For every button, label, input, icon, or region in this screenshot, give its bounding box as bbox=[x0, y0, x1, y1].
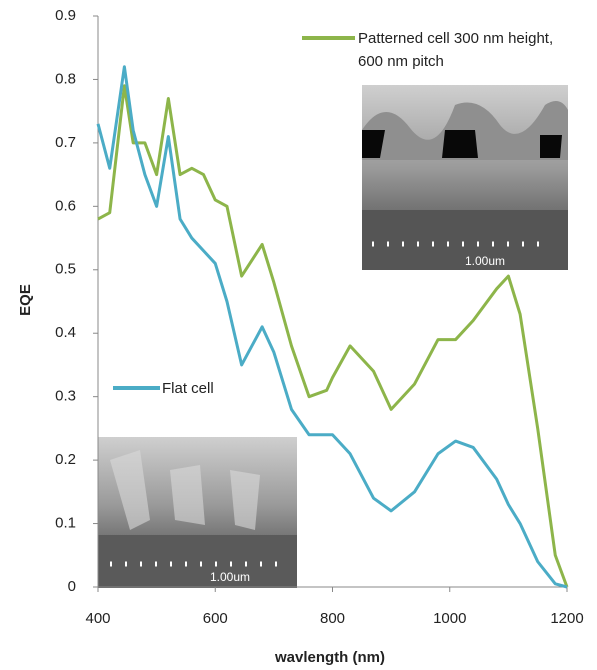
y-tick-label: 0.2 bbox=[55, 451, 76, 468]
series-line bbox=[96, 65, 568, 589]
legend-label: Patterned cell 300 nm height, 600 nm pit… bbox=[358, 30, 554, 70]
x-tick-label: 1200 bbox=[550, 610, 583, 627]
scale-label: 1.00um bbox=[210, 570, 250, 584]
y-tick-label: 0.7 bbox=[55, 134, 76, 151]
sem-inset-top bbox=[362, 85, 568, 270]
legend-label: Flat cell bbox=[162, 380, 214, 397]
x-tick-label: 400 bbox=[85, 610, 110, 627]
sem-inset-bottom bbox=[98, 437, 297, 588]
series-line bbox=[97, 84, 569, 588]
x-tick-label: 600 bbox=[203, 610, 228, 627]
y-tick-label: 0.5 bbox=[55, 261, 76, 278]
scale-label: 1.00um bbox=[465, 254, 505, 268]
x-tick-label: 800 bbox=[320, 610, 345, 627]
y-tick-label: 0.6 bbox=[55, 197, 76, 214]
y-tick-label: 0.8 bbox=[55, 70, 76, 87]
x-axis-title: wavlength (nm) bbox=[274, 649, 385, 666]
y-tick-label: 0.4 bbox=[55, 324, 76, 341]
x-tick-label: 1000 bbox=[433, 610, 466, 627]
y-tick-label: 0 bbox=[68, 578, 76, 595]
y-tick-label: 0.9 bbox=[55, 7, 76, 24]
y-axis-title: EQE bbox=[17, 284, 34, 316]
y-tick-label: 0.3 bbox=[55, 388, 76, 405]
y-tick-label: 0.1 bbox=[55, 515, 76, 532]
